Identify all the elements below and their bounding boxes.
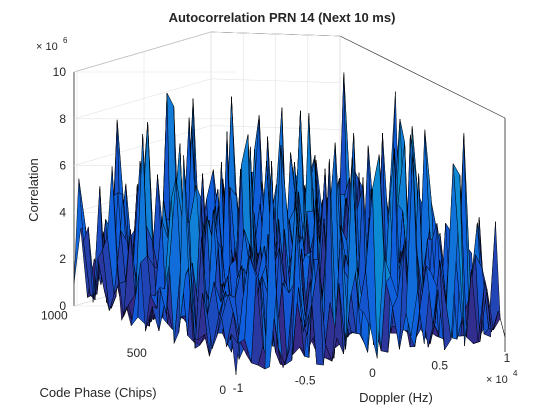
x-tick-label: 0 — [369, 366, 376, 380]
z-gridline — [73, 78, 212, 120]
y-tick-label: 500 — [127, 346, 147, 360]
y-axis-label: Code Phase (Chips) — [39, 385, 156, 400]
x-tick-label: 1 — [504, 351, 511, 365]
z-tick-label: 2 — [59, 252, 66, 266]
svg-text:4: 4 — [513, 369, 518, 378]
y-tick-label: 1000 — [41, 309, 68, 323]
chart-title: Autocorrelation PRN 14 (Next 10 ms) — [169, 10, 396, 25]
z-exponent-label: × 10 6 — [36, 36, 68, 53]
x-exponent-label: × 10 4 — [486, 369, 518, 386]
z-tick-label: 4 — [59, 205, 66, 219]
x-tick-label: -1 — [233, 381, 244, 395]
z-tick-label: 10 — [53, 65, 67, 79]
z-tick-label: 6 — [59, 159, 66, 173]
x-tick-label: -0.5 — [295, 374, 316, 388]
svg-text:× 10: × 10 — [486, 374, 508, 386]
svg-text:6: 6 — [63, 36, 68, 45]
x-axis-label: Doppler (Hz) — [359, 390, 433, 405]
z-tick-label: 0 — [59, 299, 66, 313]
surface-facet — [493, 310, 506, 338]
y-tick-label: 0 — [219, 383, 226, 397]
z-tick-label: 8 — [59, 112, 66, 126]
correlation-surface — [73, 72, 506, 376]
svg-text:× 10: × 10 — [36, 41, 58, 53]
z-axis-label: Correlation — [26, 158, 41, 222]
x-tick-label: 0.5 — [431, 359, 448, 373]
z-gridline — [73, 31, 212, 73]
